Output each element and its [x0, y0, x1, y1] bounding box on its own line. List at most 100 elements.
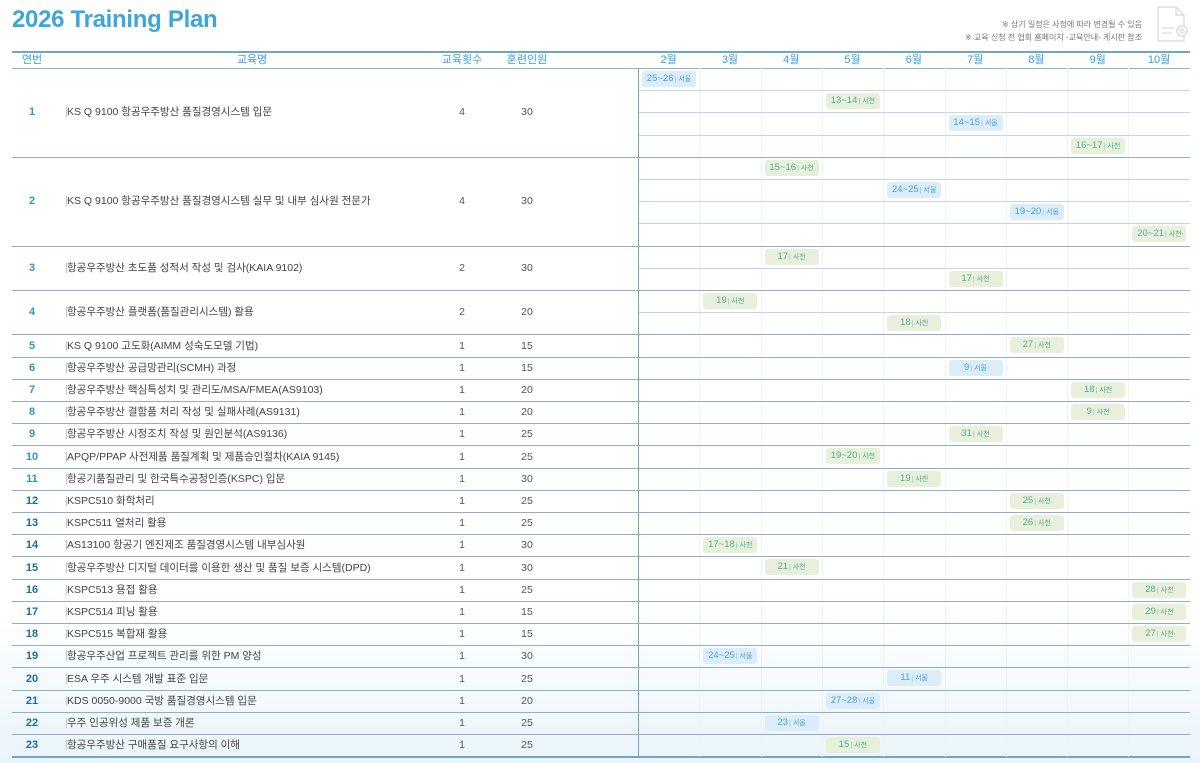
- course-trainees: 25: [521, 716, 533, 729]
- row-divider: [12, 711, 1190, 713]
- cell-separator: [66, 362, 67, 373]
- row-divider: [12, 600, 1190, 602]
- page-title: 2026 Training Plan: [12, 6, 218, 33]
- course-name: 항공우주방산 공급망관리(SCMH) 과정: [67, 361, 237, 374]
- session-divider: [639, 90, 1190, 92]
- course-trainees: 30: [521, 539, 533, 552]
- session-badge: 23| 서울: [764, 714, 819, 731]
- course-trainees: 30: [521, 472, 533, 485]
- session-divider: [639, 267, 1190, 269]
- session-badge: 15~16| 사천: [764, 159, 819, 176]
- badge-separator: |: [1034, 497, 1037, 505]
- course-name: KSPC515 복합재 활용: [67, 628, 168, 641]
- month-header-6: 6월: [905, 54, 922, 66]
- course-name: KS Q 9100 항공우주방산 품질경영시스템 실무 및 내부 심사원 전문가: [67, 195, 371, 208]
- course-number: 15: [25, 561, 39, 574]
- course-count: 1: [459, 517, 465, 530]
- course-count: 1: [459, 406, 465, 419]
- cell-separator: [66, 717, 67, 728]
- course-number: 13: [25, 517, 39, 530]
- table-bottom-border: [12, 756, 1190, 758]
- course-count: 1: [459, 672, 465, 685]
- row-divider: [12, 467, 1190, 469]
- session-location: 서울: [792, 719, 806, 727]
- course-count: 2: [459, 306, 465, 319]
- cell-separator: [66, 606, 67, 617]
- course-trainees: 15: [521, 605, 533, 618]
- session-badge: 18| 사천: [887, 315, 942, 332]
- note-apply-reference: ※ 교육 신청 전 협회 홈페이지 -교육안내- 게시판 참조: [964, 33, 1142, 42]
- session-dates: 17~18: [708, 539, 735, 551]
- cell-separator: [66, 429, 67, 440]
- course-count: 1: [459, 450, 465, 463]
- row-divider: [12, 423, 1190, 425]
- course-trainees: 15: [521, 628, 533, 641]
- course-number: 18: [25, 628, 39, 641]
- course-name: 우주 인공위성 제품 보증 개론: [67, 716, 195, 729]
- session-badge: 27~28| 서울: [825, 692, 880, 709]
- badge-separator: |: [1034, 342, 1037, 350]
- badge-separator: |: [1156, 608, 1159, 616]
- session-location: 사천: [792, 564, 806, 572]
- session-location: 사천: [862, 98, 876, 106]
- badge-separator: |: [1156, 631, 1159, 638]
- course-number: 6: [28, 361, 36, 374]
- session-dates: 27: [1022, 339, 1034, 351]
- session-divider: [639, 112, 1190, 114]
- course-trainees: 20: [521, 406, 533, 419]
- session-divider: [639, 223, 1190, 225]
- session-location: 사천: [1160, 608, 1174, 616]
- session-location: 서울: [862, 697, 876, 705]
- cell-separator: [66, 584, 67, 595]
- session-divider: [639, 179, 1190, 180]
- session-badge: 29| 사천: [1132, 603, 1187, 620]
- month-header-9: 9월: [1089, 54, 1106, 66]
- course-number: 1: [28, 106, 36, 119]
- course-number: 21: [25, 694, 39, 707]
- session-badge: 21| 사천: [764, 559, 819, 576]
- row-divider: [12, 512, 1190, 513]
- row-divider: [12, 156, 1190, 158]
- cell-separator: [66, 340, 67, 351]
- gantt-divider: [638, 68, 639, 757]
- document-gear-icon: [1157, 6, 1188, 42]
- session-badge: 26| 사천: [1009, 515, 1064, 531]
- session-dates: 20~21: [1137, 228, 1164, 240]
- session-badge: 28| 사천: [1132, 581, 1187, 598]
- session-divider: [639, 201, 1190, 203]
- course-name: 항공우주방산 핵심특성치 및 관리도/MSA/FMEA(AS9103): [67, 383, 323, 396]
- session-dates: 19~20: [830, 450, 858, 462]
- course-count: 1: [459, 472, 465, 485]
- header-no: 연번: [21, 54, 43, 66]
- session-badge: 11| 서울: [887, 670, 942, 687]
- badge-separator: |: [980, 120, 983, 128]
- session-location: 사천: [915, 475, 929, 483]
- note-schedule-change: ※ 상기 일정은 사정에 따라 변경될 수 있음: [1001, 20, 1142, 29]
- header-trainees: 훈련인원: [506, 54, 548, 66]
- row-divider: [12, 578, 1190, 580]
- session-dates: 29: [1145, 605, 1156, 617]
- course-trainees: 30: [521, 106, 533, 119]
- session-dates: 26: [1022, 517, 1034, 528]
- course-number: 20: [25, 672, 39, 685]
- session-dates: 15~16: [769, 161, 797, 173]
- session-dates: 19~20: [1014, 206, 1042, 218]
- session-dates: 24~25: [891, 184, 919, 195]
- session-dates: 9: [963, 361, 970, 373]
- course-name: ESA 우주 시스템 개발 표준 입문: [67, 672, 209, 685]
- cell-separator: [66, 629, 67, 640]
- course-count: 1: [459, 583, 465, 596]
- cell-separator: [66, 562, 67, 573]
- session-badge: 19| 사천: [703, 293, 758, 309]
- badge-separator: |: [919, 187, 922, 194]
- course-trainees: 30: [521, 650, 533, 663]
- course-name: KS Q 9100 항공우주방산 품질경영시스템 입문: [67, 106, 273, 119]
- session-badge: 31| 사천: [948, 426, 1003, 443]
- badge-separator: |: [1092, 409, 1095, 416]
- badge-separator: |: [797, 164, 799, 172]
- session-location: 사천: [976, 275, 990, 283]
- session-location: 서울: [915, 675, 928, 683]
- session-dates: 19: [716, 295, 727, 306]
- session-badge: 25| 사천: [1009, 492, 1064, 509]
- course-name: 항공우주방산 시정조치 작성 및 원인분석(AS9136): [67, 428, 288, 441]
